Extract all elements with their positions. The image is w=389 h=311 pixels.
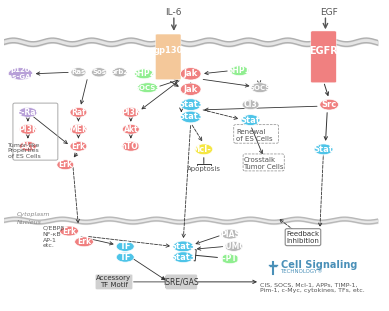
Ellipse shape (112, 68, 127, 77)
Ellipse shape (70, 107, 87, 117)
Ellipse shape (91, 68, 107, 77)
Ellipse shape (75, 237, 93, 247)
Text: EGFR: EGFR (309, 46, 338, 56)
Ellipse shape (180, 83, 201, 95)
Ellipse shape (180, 111, 201, 123)
Text: Stat: Stat (241, 116, 261, 124)
Ellipse shape (8, 68, 33, 80)
Text: SUMO: SUMO (221, 242, 247, 251)
Text: Jak: Jak (184, 85, 198, 94)
Text: Akt: Akt (123, 125, 138, 134)
Text: TECHNOLOGY®: TECHNOLOGY® (280, 269, 323, 274)
Ellipse shape (251, 83, 269, 93)
Text: Erk: Erk (71, 142, 86, 151)
Text: C/EBPβ
NF-κB
AP-1
etc.: C/EBPβ NF-κB AP-1 etc. (43, 226, 65, 248)
Text: EGF: EGF (320, 8, 338, 17)
FancyBboxPatch shape (156, 34, 181, 80)
Text: Stat3: Stat3 (178, 100, 203, 109)
Text: Erk: Erk (62, 226, 76, 235)
Ellipse shape (60, 226, 79, 236)
Text: E-Ras: E-Ras (16, 108, 40, 117)
Text: TF: TF (119, 242, 131, 251)
Text: CI3: CI3 (244, 100, 258, 109)
Text: Sos: Sos (92, 69, 106, 75)
Text: TF: TF (119, 253, 131, 262)
Text: Renewal
of ES Cells: Renewal of ES Cells (236, 129, 273, 142)
Text: Jak: Jak (184, 69, 198, 78)
Text: Cytoplasm: Cytoplasm (17, 211, 50, 216)
Ellipse shape (137, 83, 158, 93)
Text: Akt: Akt (21, 142, 35, 151)
Text: N-PTP: N-PTP (217, 254, 243, 263)
Text: MEK: MEK (69, 125, 88, 134)
Ellipse shape (320, 99, 338, 110)
Text: PI3K: PI3K (18, 125, 38, 134)
Text: mTOR: mTOR (118, 142, 144, 151)
Text: Tumor-like
Properties
of ES Cells: Tumor-like Properties of ES Cells (8, 142, 40, 159)
Text: Stat3: Stat3 (178, 113, 203, 122)
Ellipse shape (123, 124, 139, 134)
Text: gp130: gp130 (154, 46, 183, 55)
Text: Grb2: Grb2 (110, 69, 129, 75)
Ellipse shape (19, 141, 36, 151)
Ellipse shape (242, 100, 259, 109)
Ellipse shape (225, 242, 243, 251)
Ellipse shape (221, 254, 239, 264)
Text: SHP1: SHP1 (228, 66, 251, 75)
Text: Stat: Stat (314, 145, 333, 154)
Ellipse shape (173, 252, 193, 262)
Text: Nucleus: Nucleus (17, 220, 42, 225)
FancyBboxPatch shape (311, 31, 336, 83)
Text: Erk: Erk (77, 237, 91, 246)
Text: IL-6: IL-6 (166, 8, 182, 17)
Ellipse shape (241, 115, 260, 125)
Text: p120
ras-GAP: p120 ras-GAP (5, 67, 36, 80)
Ellipse shape (230, 66, 249, 76)
Text: PI3K: PI3K (121, 108, 141, 117)
Ellipse shape (19, 107, 37, 117)
Text: Mcl-1: Mcl-1 (191, 145, 217, 154)
Text: SOCS3: SOCS3 (135, 85, 161, 91)
Ellipse shape (173, 241, 193, 252)
Ellipse shape (180, 68, 201, 80)
Text: Cell Signaling: Cell Signaling (280, 260, 357, 270)
Ellipse shape (122, 141, 140, 151)
Text: SHP2: SHP2 (133, 69, 155, 78)
Ellipse shape (123, 107, 139, 117)
Text: SOCS: SOCS (249, 85, 271, 91)
Text: Feedback
Inhibition: Feedback Inhibition (286, 231, 319, 244)
Ellipse shape (180, 99, 201, 110)
Ellipse shape (70, 141, 87, 151)
Ellipse shape (19, 124, 36, 134)
Ellipse shape (195, 144, 213, 155)
Ellipse shape (221, 229, 239, 239)
Ellipse shape (70, 124, 87, 134)
Ellipse shape (314, 144, 333, 155)
Text: Ras: Ras (71, 69, 86, 75)
FancyBboxPatch shape (95, 274, 133, 290)
Text: Crosstalk
Tumor Cells: Crosstalk Tumor Cells (244, 157, 284, 170)
FancyBboxPatch shape (285, 229, 321, 246)
Text: PIAS: PIAS (220, 230, 240, 239)
Text: Stat3: Stat3 (170, 253, 196, 262)
Text: ISRE/GAS: ISRE/GAS (163, 277, 199, 286)
Text: Stat3: Stat3 (170, 242, 196, 251)
Text: Erk: Erk (58, 160, 72, 169)
Ellipse shape (116, 252, 134, 262)
Text: Accessory
TF Motif: Accessory TF Motif (96, 275, 131, 288)
Text: Src: Src (322, 100, 337, 109)
Ellipse shape (57, 160, 74, 170)
Ellipse shape (116, 242, 134, 251)
Text: Raf: Raf (71, 108, 86, 117)
FancyBboxPatch shape (165, 274, 197, 290)
Text: Apoptosis: Apoptosis (187, 166, 221, 172)
Ellipse shape (135, 69, 153, 79)
Text: CIS, SOCS, Mcl-1, APPs, TIMP-1,
Pim-1, c-Myc, cytokines, TFs, etc.: CIS, SOCS, Mcl-1, APPs, TIMP-1, Pim-1, c… (260, 283, 364, 294)
Ellipse shape (71, 68, 86, 77)
